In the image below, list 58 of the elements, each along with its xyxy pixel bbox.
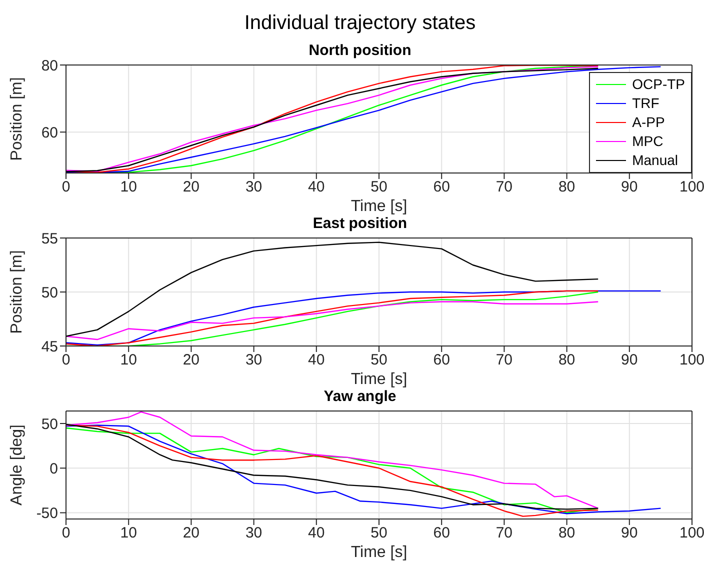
y-tick-label: 50 xyxy=(41,284,58,302)
x-axis-title: Time [s] xyxy=(350,544,408,561)
x-tick-label: 100 xyxy=(679,178,704,196)
x-tick-label: 90 xyxy=(621,352,638,369)
x-tick-label: 100 xyxy=(679,352,704,369)
x-tick-label: 80 xyxy=(558,178,576,196)
x-tick-label: 80 xyxy=(558,352,576,369)
y-tick-label: 80 xyxy=(41,57,58,74)
x-tick-label: 50 xyxy=(370,178,388,196)
y-tick-label: 45 xyxy=(41,338,58,356)
x-tick-label: 30 xyxy=(245,524,262,542)
x-tick-label: 60 xyxy=(433,178,450,196)
x-tick-label: 20 xyxy=(182,524,200,542)
x-tick-label: 10 xyxy=(120,352,137,369)
x-tick-label: 100 xyxy=(679,524,704,542)
y-axis-title: Position [m] xyxy=(8,77,26,161)
x-tick-label: 80 xyxy=(558,524,576,542)
chart-title: East position xyxy=(312,215,408,232)
x-tick-label: 60 xyxy=(433,524,450,542)
x-tick-label: 40 xyxy=(308,352,325,369)
y-tick-label: 0 xyxy=(50,460,58,478)
x-tick-label: 60 xyxy=(433,352,450,369)
chart-title: Yaw angle xyxy=(322,388,398,406)
x-tick-label: 70 xyxy=(496,352,513,369)
line-series xyxy=(66,242,599,337)
x-tick-label: 0 xyxy=(62,178,70,196)
x-tick-label: 10 xyxy=(120,524,137,542)
line-series xyxy=(66,301,599,340)
x-tick-label: 90 xyxy=(621,524,638,542)
x-tick-label: 20 xyxy=(182,178,200,196)
chart-subtitle: North position xyxy=(308,42,412,59)
legend-label: MPC xyxy=(632,132,664,151)
x-axis-title: Time [s] xyxy=(350,371,408,388)
x-tick-label: 10 xyxy=(120,178,137,196)
x-tick-label: 20 xyxy=(182,352,200,369)
y-axis-title: Position [m] xyxy=(8,250,26,334)
legend-label: OCP-TP xyxy=(632,75,685,94)
x-tick-label: 90 xyxy=(621,178,638,196)
legend-label: Manual xyxy=(632,151,678,170)
y-axis-title: Angle [deg] xyxy=(8,424,26,506)
legend-label: TRF xyxy=(632,94,660,113)
x-axis-title: Time [s] xyxy=(350,198,408,215)
x-tick-label: 30 xyxy=(245,178,262,196)
x-tick-label: 50 xyxy=(370,524,388,542)
x-tick-label: 50 xyxy=(370,352,388,369)
x-tick-label: 40 xyxy=(308,178,325,196)
x-tick-label: 0 xyxy=(62,352,70,369)
x-tick-label: 30 xyxy=(245,352,262,369)
y-tick-label: 55 xyxy=(41,230,58,248)
y-tick-label: 50 xyxy=(41,416,58,433)
x-tick-label: 40 xyxy=(308,524,325,542)
x-tick-label: 0 xyxy=(62,524,70,542)
y-tick-label: 60 xyxy=(41,124,58,142)
legend-label: A-PP xyxy=(632,113,665,132)
y-tick-label: -50 xyxy=(36,505,58,522)
x-tick-label: 70 xyxy=(496,178,513,196)
chart-title: Individual trajectory states xyxy=(243,11,477,36)
x-tick-label: 70 xyxy=(496,524,513,542)
